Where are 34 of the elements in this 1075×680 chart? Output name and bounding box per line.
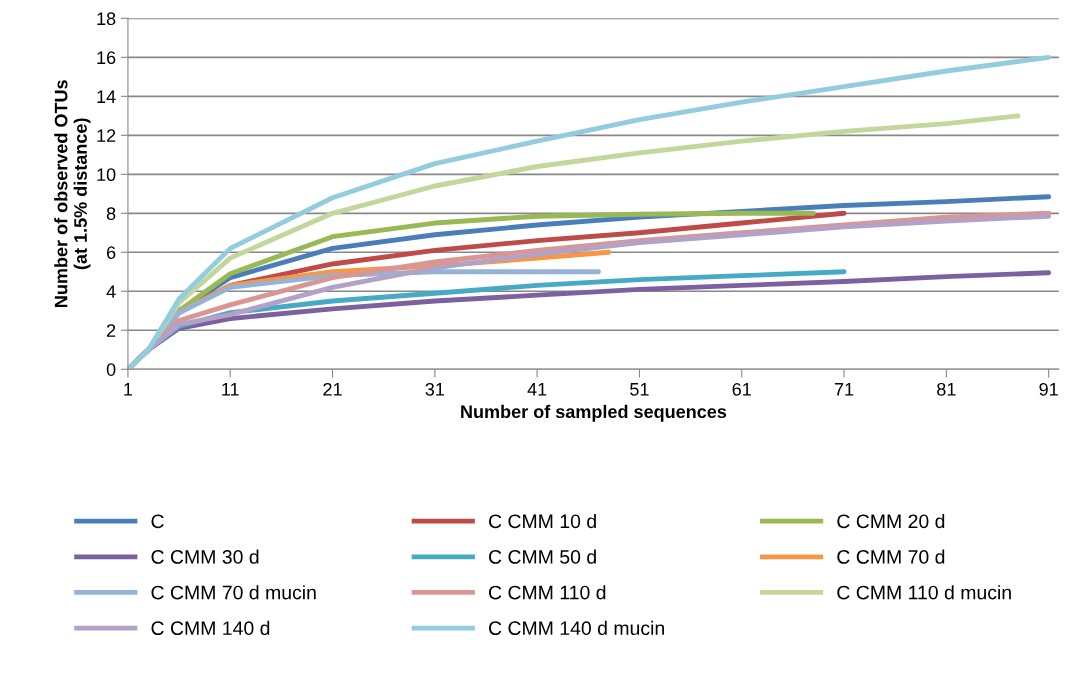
- y-tick-label: 10: [97, 168, 116, 182]
- legend-label: C CMM 70 d mucin: [151, 585, 316, 600]
- legend-label: C CMM 140 d: [151, 620, 270, 636]
- x-tick-label: 91: [1039, 382, 1058, 396]
- y-tick-label: 16: [97, 51, 116, 65]
- line-series: [127, 54, 1052, 370]
- y-tick-label: 2: [106, 324, 116, 337]
- x-tick-label: 31: [425, 382, 444, 396]
- x-tick-label: 61: [732, 382, 751, 396]
- y-tick-label: 18: [97, 12, 116, 26]
- y-tick-label: 8: [106, 207, 116, 221]
- legend-label: C: [151, 514, 164, 529]
- legend-label: C CMM 10 d: [489, 513, 596, 529]
- y-tick-label: 6: [107, 246, 116, 259]
- y-tick-label: 4: [106, 285, 116, 298]
- legend-label: C CMM 30 d: [151, 549, 259, 564]
- x-tick-label: 71: [834, 383, 854, 396]
- x-tick-label: 81: [937, 382, 956, 396]
- y-tick-label: 12: [97, 129, 116, 142]
- legend-label: C CMM 110 d: [489, 585, 606, 600]
- x-tick-label: 51: [630, 383, 649, 396]
- x-tick-label: 41: [527, 383, 547, 396]
- legend-label: C CMM 20 d: [837, 513, 945, 529]
- x-axis-title: Number of sampled sequences: [461, 404, 727, 422]
- y-tick-label: 14: [97, 90, 116, 103]
- y-axis-title: Number of observed OTUs (at 1.5% distance): [54, 80, 91, 307]
- x-tick-label: 1: [124, 383, 133, 396]
- legend-label: C CMM 50 d: [489, 549, 596, 564]
- legend-label: C CMM 110 d mucin: [837, 585, 1011, 600]
- x-tick-label: 21: [323, 382, 342, 396]
- legend-label: C CMM 70 d: [837, 549, 945, 564]
- x-tick-label: 11: [222, 383, 239, 396]
- y-tick-label: 0: [106, 363, 116, 376]
- legend-label: C CMM 140 d mucin: [489, 620, 664, 636]
